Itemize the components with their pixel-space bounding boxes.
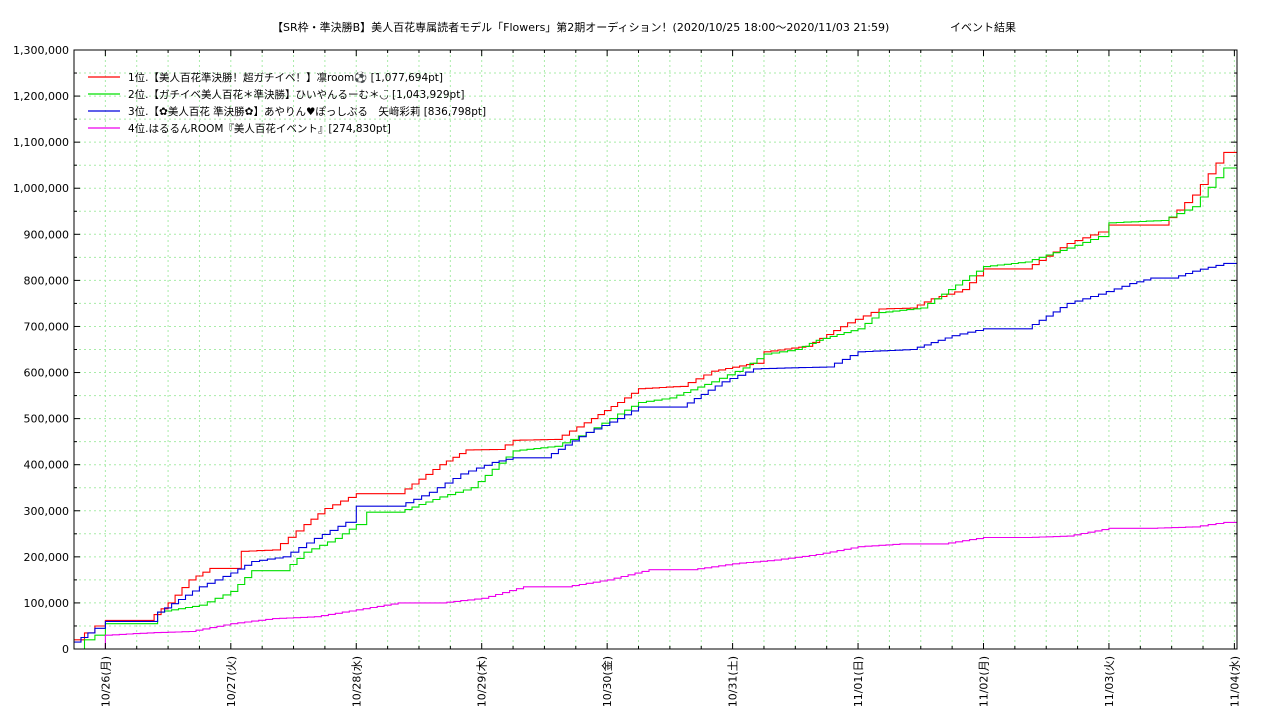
y-tick-label: 400,000 bbox=[24, 459, 70, 472]
x-tick-label: 10/27(火) bbox=[225, 656, 238, 707]
y-tick-label: 800,000 bbox=[24, 274, 70, 287]
y-tick-label: 500,000 bbox=[24, 413, 70, 426]
grid-layer bbox=[73, 50, 1237, 649]
legend-label-3: 3位.【✿美人百花 準決勝✿】あやりん♥ぽっしぶる 矢﨑彩莉 [836,798p… bbox=[128, 105, 486, 118]
x-tick-label: 11/01(日) bbox=[852, 656, 865, 707]
y-tick-label: 1,300,000 bbox=[13, 44, 69, 57]
axis-layer: 0 100,000 200,000 300,000 400,000 500,000 600,… bbox=[13, 44, 1241, 707]
legend-layer: 1位.【美人百花準決勝！超ガチイベ！】凛room⚽ [1,077,694pt] 2… bbox=[88, 71, 486, 135]
chart-subtitle: イベント結果 bbox=[950, 20, 1016, 34]
chart-title: 【SR枠・準決勝B】美人百花専属読者モデル「Flowers」第2期オーディション… bbox=[272, 20, 889, 34]
y-tick-label: 1,200,000 bbox=[13, 90, 69, 103]
legend-label-2: 2位.【ガチイベ美人百花＊準決勝】ひいやんるーむ＊◡̈ [1,043,929pt… bbox=[128, 88, 464, 101]
y-tick-label: 300,000 bbox=[24, 505, 70, 518]
legend-label-4: 4位.はるるんROOM『美人百花イベント』[274,830pt] bbox=[128, 122, 391, 135]
x-tick-label: 10/26(月) bbox=[99, 656, 112, 707]
x-tick-label: 10/31(土) bbox=[727, 656, 740, 707]
y-tick-label: 1,000,000 bbox=[13, 182, 69, 195]
legend-label-1: 1位.【美人百花準決勝！超ガチイベ！】凛room⚽ [1,077,694pt] bbox=[128, 71, 443, 84]
x-tick-label: 11/04(水) bbox=[1228, 656, 1241, 707]
y-tick-label: 200,000 bbox=[24, 551, 70, 564]
series-line-4 bbox=[74, 521, 1237, 650]
x-tick-label: 11/02(月) bbox=[977, 656, 990, 707]
y-tick-label: 0 bbox=[62, 643, 69, 656]
x-tick-label: 11/03(火) bbox=[1103, 656, 1116, 707]
y-tick-label: 100,000 bbox=[24, 597, 70, 610]
series-line-3 bbox=[74, 262, 1237, 643]
y-tick-label: 600,000 bbox=[24, 367, 70, 380]
series-line-1 bbox=[74, 151, 1237, 641]
series-layer bbox=[74, 151, 1237, 650]
x-tick-label: 10/28(水) bbox=[350, 656, 363, 707]
y-tick-label: 700,000 bbox=[24, 320, 70, 333]
y-tick-label: 900,000 bbox=[24, 228, 70, 241]
x-tick-label: 10/30(金) bbox=[600, 656, 614, 707]
y-tick-label: 1,100,000 bbox=[13, 136, 69, 149]
x-tick-label: 10/29(木) bbox=[476, 656, 489, 707]
series-line-2 bbox=[74, 167, 1237, 650]
